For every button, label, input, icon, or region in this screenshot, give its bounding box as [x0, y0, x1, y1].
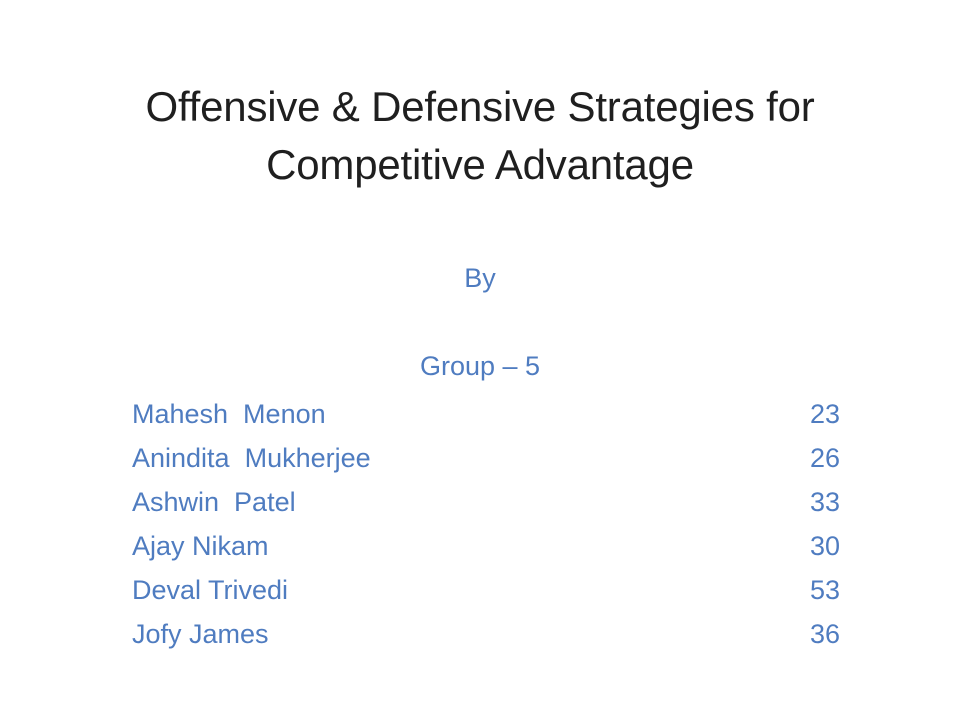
member-name: Deval Trivedi	[132, 575, 289, 605]
group-label: Group – 5	[419, 351, 541, 381]
member-name: Ashwin Patel	[132, 487, 296, 517]
member-row: Ashwin Patel 33	[132, 480, 840, 524]
member-row: Mahesh Menon 23	[132, 392, 840, 436]
member-roll-number: 26	[809, 443, 840, 473]
by-label: By	[464, 263, 496, 293]
member-roll-number: 33	[809, 487, 840, 517]
member-roll-number: 36	[809, 619, 840, 649]
member-row: Jofy James 36	[132, 612, 840, 656]
member-name: Anindita Mukherjee	[132, 443, 371, 473]
member-roll-number: 53	[809, 575, 840, 605]
member-list: Mahesh Menon 23 Anindita Mukherjee 26 As…	[132, 392, 840, 656]
member-row: Deval Trivedi 53	[132, 568, 840, 612]
member-name: Mahesh Menon	[132, 399, 326, 429]
member-roll-number: 23	[809, 399, 840, 429]
member-name: Jofy James	[132, 619, 269, 649]
member-name: Ajay Nikam	[132, 531, 269, 561]
title-line-1: Offensive & Defensive Strategies for	[145, 83, 815, 130]
member-row: Anindita Mukherjee 26	[132, 436, 840, 480]
member-row: Ajay Nikam 30	[132, 524, 840, 568]
slide-title: Offensive & Defensive Strategies for Com…	[60, 78, 900, 194]
title-line-2: Competitive Advantage	[266, 141, 694, 188]
member-roll-number: 30	[809, 531, 840, 561]
